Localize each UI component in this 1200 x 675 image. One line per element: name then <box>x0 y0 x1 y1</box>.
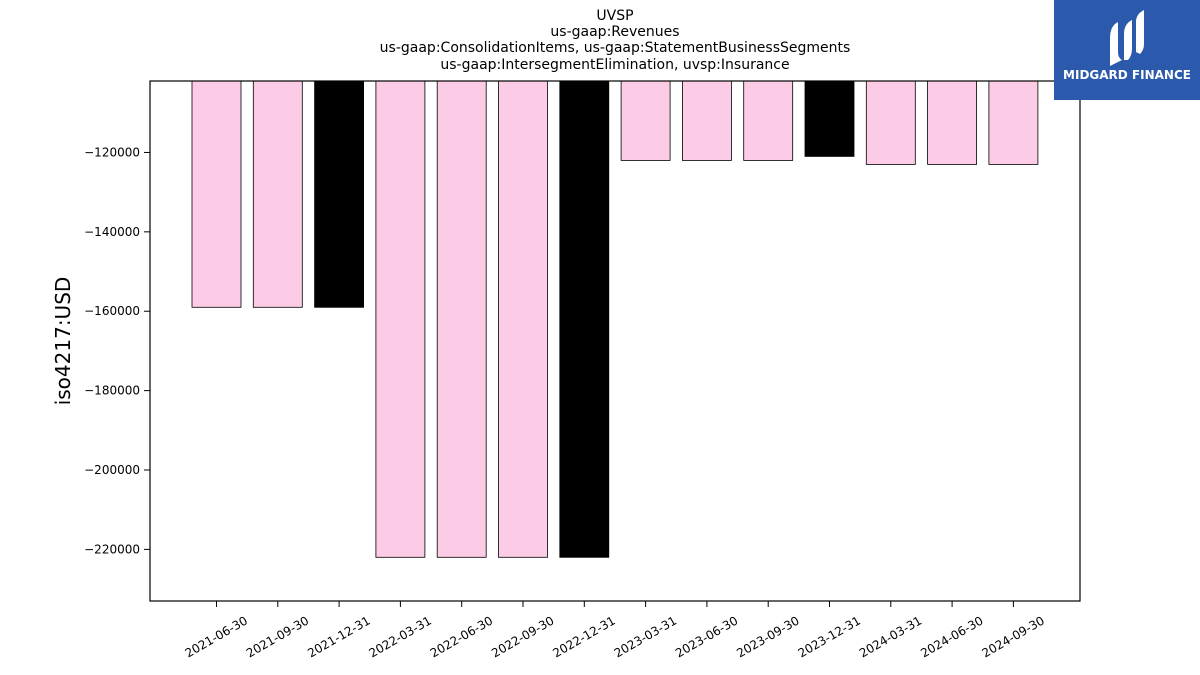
chart-title-line-2: us-gaap:Revenues <box>550 24 679 40</box>
y-axis: −120000 −140000 −160000 −180000 −200000 −2200… <box>84 145 150 556</box>
bar-2024-06-30 <box>927 80 977 165</box>
y-tick-label: −160000 <box>84 304 140 318</box>
chart-title-line-3: us-gaap:ConsolidationItems, us-gaap:Stat… <box>380 40 851 56</box>
x-tick-label: 2021-09-30 <box>244 613 311 660</box>
brand-name: MIDGARD FINANCE <box>1063 68 1191 82</box>
x-tick-label: 2023-12-31 <box>796 613 863 660</box>
y-tick-label: −120000 <box>84 145 140 159</box>
x-tick-label: 2021-06-30 <box>183 613 250 660</box>
y-tick-label: −180000 <box>84 384 140 398</box>
x-tick-label: 2021-12-31 <box>305 613 372 660</box>
chart-title-line-1: UVSP <box>596 8 633 24</box>
bar-2021-12-31 <box>314 80 365 308</box>
bar-2022-03-31 <box>375 80 426 558</box>
midgard-finance-logo: MIDGARD FINANCE <box>1054 0 1200 100</box>
x-tick-label: 2023-06-30 <box>673 613 740 660</box>
y-tick-label: −200000 <box>84 463 140 477</box>
bar-2023-06-30 <box>682 80 732 161</box>
bar-series <box>191 80 1039 558</box>
x-tick-label: 2024-06-30 <box>918 613 985 660</box>
bar-2024-03-31 <box>865 80 916 165</box>
bar-2021-06-30 <box>191 80 242 308</box>
x-tick-label: 2024-03-31 <box>857 613 924 660</box>
bar-2023-09-30 <box>743 80 794 161</box>
plot-area-frame <box>149 80 1081 602</box>
midgard-finance-m-logo-icon <box>1110 10 1144 66</box>
y-tick-label: −140000 <box>84 225 140 239</box>
bar-2023-03-31 <box>620 80 671 161</box>
bar-2021-09-30 <box>252 80 303 308</box>
y-axis-label: iso4217:USD <box>51 277 75 406</box>
x-tick-label: 2022-12-31 <box>550 613 617 660</box>
bar-2024-09-30 <box>988 80 1039 165</box>
x-axis: 2021-06-302021-09-302021-12-312022-03-31… <box>183 601 1047 660</box>
x-tick-label: 2023-03-31 <box>612 613 679 660</box>
bar-2022-09-30 <box>498 80 548 558</box>
x-tick-label: 2024-09-30 <box>979 613 1046 660</box>
x-tick-label: 2022-09-30 <box>489 613 556 660</box>
x-tick-label: 2022-03-31 <box>366 613 433 660</box>
x-tick-label: 2022-06-30 <box>428 613 495 660</box>
y-tick-label: −220000 <box>84 542 140 556</box>
chart-title: UVSP us-gaap:Revenues us-gaap:Consolidat… <box>380 8 851 73</box>
chart-title-line-4: us-gaap:IntersegmentElimination, uvsp:In… <box>440 57 789 73</box>
bar-2022-06-30 <box>436 80 487 558</box>
x-tick-label: 2023-09-30 <box>734 613 801 660</box>
bar-2023-12-31 <box>804 80 855 157</box>
bar-2022-12-31 <box>559 80 610 558</box>
